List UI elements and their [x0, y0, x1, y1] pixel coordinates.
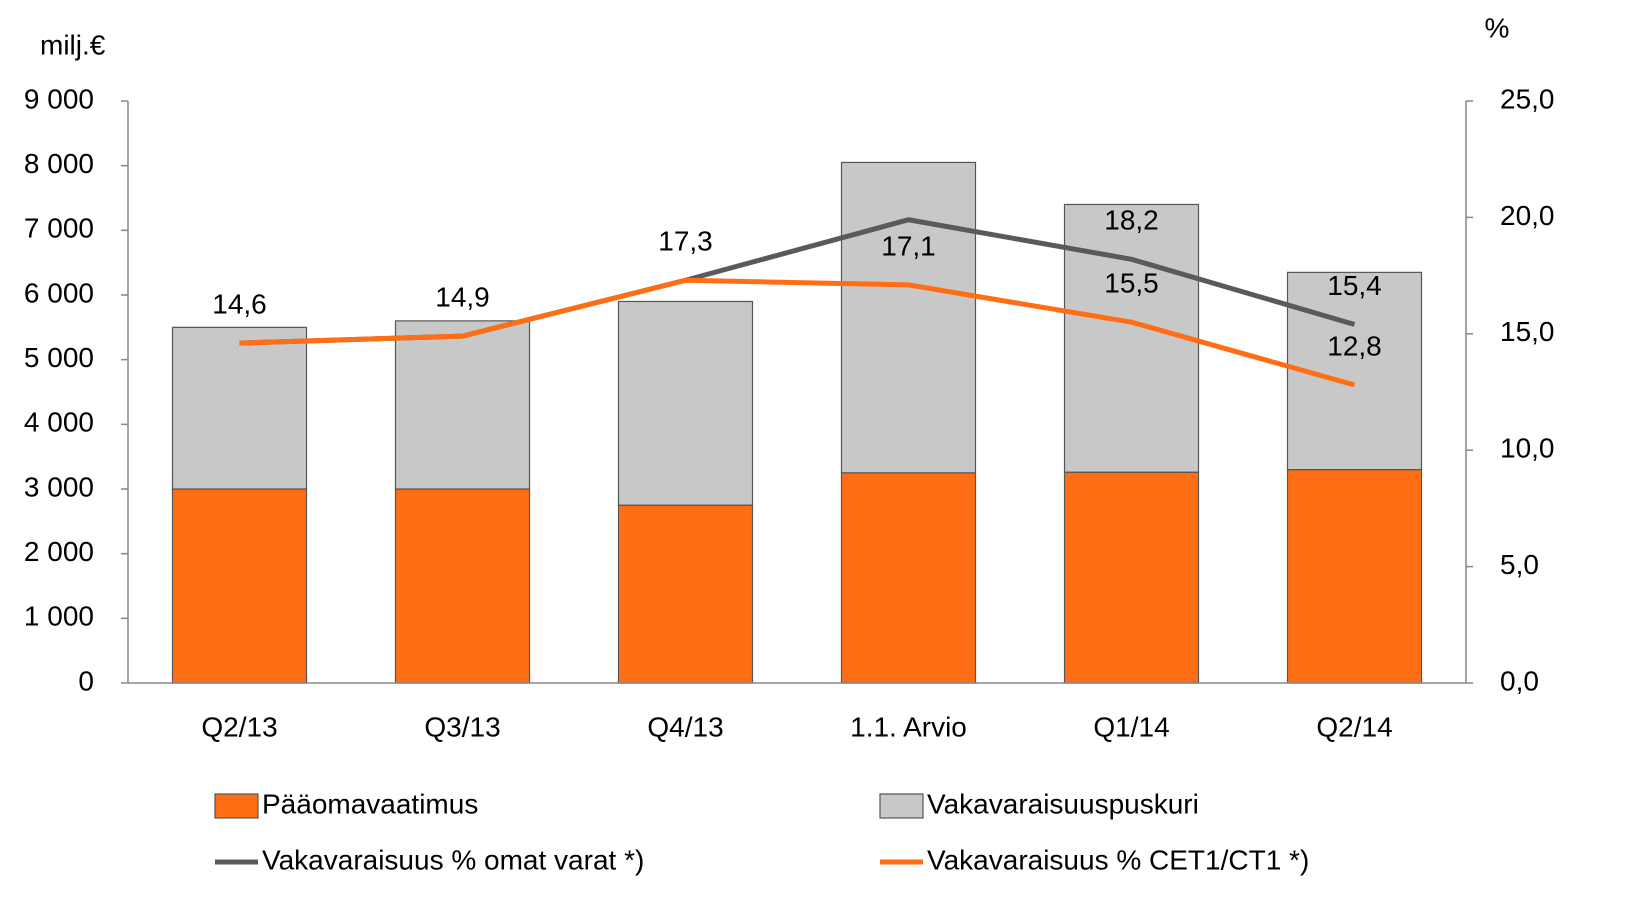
- data-label: 14,6: [212, 289, 267, 320]
- bar: [617, 300, 754, 506]
- y-tick-label: 3 000: [24, 471, 94, 502]
- data-label: 14,9: [435, 282, 490, 313]
- legend-swatch: [214, 793, 259, 819]
- line-series: [239, 277, 1356, 388]
- x-tick-label: Q3/13: [424, 711, 500, 742]
- x-tick-label: Q1/14: [1093, 711, 1169, 742]
- bar: [617, 504, 754, 684]
- x-tick-label: Q4/13: [647, 711, 723, 742]
- data-label: 12,8: [1327, 330, 1382, 361]
- y-tick-label: 6 000: [24, 277, 94, 308]
- y-tick-label: 7 000: [24, 213, 94, 244]
- x-tick-label: Q2/13: [201, 711, 277, 742]
- bar: [1063, 471, 1200, 684]
- x-tick-label: Q2/14: [1316, 711, 1392, 742]
- data-label: 15,4: [1327, 270, 1382, 301]
- legend-label: Pääomavaatimus: [262, 788, 478, 819]
- bar: [394, 320, 531, 490]
- legend-swatch: [879, 793, 924, 819]
- bar: [840, 161, 977, 474]
- y2-tick-label: 15,0: [1500, 316, 1555, 347]
- bar: [840, 472, 977, 684]
- bar: [171, 326, 308, 490]
- y-tick-label: 4 000: [24, 407, 94, 438]
- y-tick-label: 2 000: [24, 536, 94, 567]
- y-tick-label: 0: [78, 665, 94, 696]
- y-tick-label: 5 000: [24, 342, 94, 373]
- y2-tick-label: 0,0: [1500, 665, 1539, 696]
- y2-tick-label: 10,0: [1500, 433, 1555, 464]
- data-label: 18,2: [1104, 205, 1159, 236]
- legend-label: Vakavaraisuuspuskuri: [927, 788, 1199, 819]
- y-tick-label: 1 000: [24, 601, 94, 632]
- legend-label: Vakavaraisuus % omat varat *): [262, 844, 644, 875]
- bar: [1063, 203, 1200, 473]
- y2-axis-label: %: [1485, 12, 1510, 43]
- bar: [1286, 271, 1423, 471]
- bar: [394, 488, 531, 684]
- bar: [1286, 469, 1423, 684]
- data-label: 17,1: [881, 230, 936, 261]
- y2-tick-label: 20,0: [1500, 200, 1555, 231]
- data-label: 17,3: [658, 226, 713, 257]
- legend-label: Vakavaraisuus % CET1/CT1 *): [927, 844, 1309, 875]
- y-tick-label: 9 000: [24, 83, 94, 114]
- y-axis-label: milj.€: [40, 29, 106, 60]
- bar: [171, 488, 308, 684]
- y-tick-label: 8 000: [24, 148, 94, 179]
- y2-tick-label: 25,0: [1500, 83, 1555, 114]
- x-tick-label: 1.1. Arvio: [850, 711, 967, 742]
- y2-tick-label: 5,0: [1500, 549, 1539, 580]
- data-label: 15,5: [1104, 268, 1159, 299]
